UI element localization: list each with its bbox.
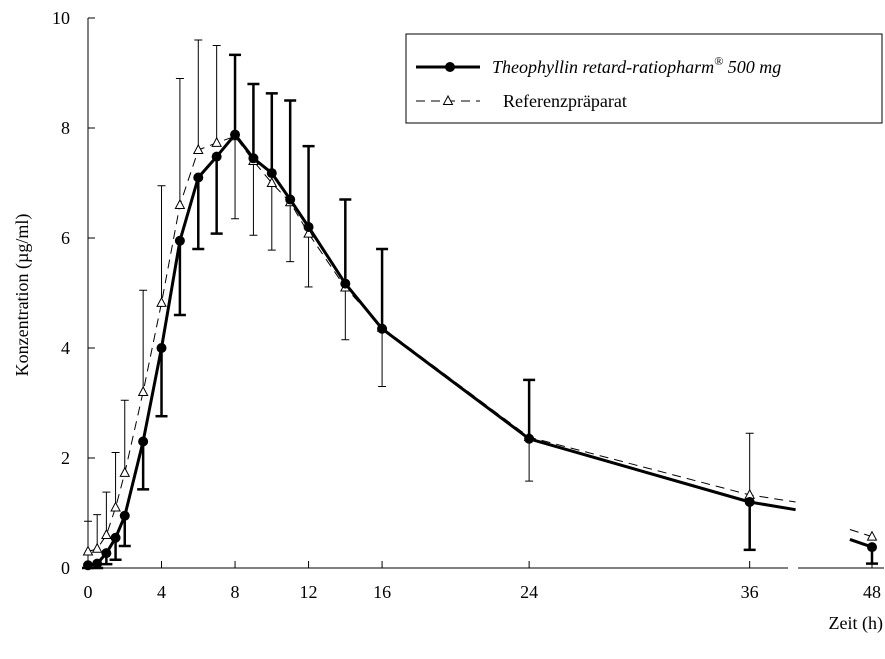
data-point [174,235,185,246]
x-tick-label: 4 [157,582,166,602]
legend-label-test: Theophyllin retard-ratiopharm® 500 mg [492,54,781,77]
data-point [744,497,755,507]
data-point [193,172,204,183]
x-tick-label: 12 [300,582,318,602]
x-tick-label: 36 [741,582,759,602]
data-point [248,153,259,164]
data-point [230,129,241,140]
data-point [156,343,167,353]
data-point [92,558,103,569]
series-line [87,135,796,552]
x-ticks: 0 4 8 12 16 24 36 48 [84,561,881,602]
legend-label-reference: Referenzpräparat [503,91,627,111]
y-tick-label: 0 [61,558,70,578]
data-point [101,528,112,539]
x-tick-label: 0 [84,582,93,602]
data-point [138,436,149,447]
data-point [377,323,388,334]
data-point [110,501,121,512]
y-axis-label: Konzentration (µg/ml) [12,214,33,377]
data-point [303,222,314,232]
data-point [83,560,93,571]
data-point [119,466,131,477]
y-tick-label: 6 [61,228,70,248]
data-point [867,542,877,553]
legend-marker-reference [442,94,454,105]
y-tick-label: 8 [61,118,70,138]
data-point [101,548,112,559]
y-ticks: 0 2 4 6 8 10 [52,8,95,578]
x-tick-label: 48 [863,582,881,602]
data-point [137,385,149,396]
data-point [119,510,130,521]
data-point [266,168,277,179]
data-point [866,530,878,541]
data-point [91,542,103,553]
series-line-after-break [849,529,873,538]
data-point [156,296,167,307]
y-tick-label: 10 [52,8,70,28]
data-point [110,532,121,543]
series-line [87,133,796,567]
x-tick-label: 8 [231,582,240,602]
x-tick-label: 16 [373,582,391,602]
legend-box [405,33,883,124]
data-point [340,278,351,289]
data-point [266,176,278,187]
data-point [174,198,186,209]
data-point [211,136,222,147]
x-axis-label: Zeit (h) [829,613,883,634]
y-tick-label: 2 [61,448,70,468]
legend-marker-test [445,62,455,72]
data-point [211,151,222,162]
plot-area [82,39,878,571]
x-tick-label: 24 [520,582,538,602]
data-point [82,545,94,556]
data-point [192,143,204,154]
series-test [82,53,878,571]
legend: Theophyllin retard-ratiopharm® 500 mg Re… [405,33,883,124]
data-point [524,433,535,444]
data-point [285,194,296,205]
y-tick-label: 4 [61,338,70,358]
axes [87,18,884,569]
